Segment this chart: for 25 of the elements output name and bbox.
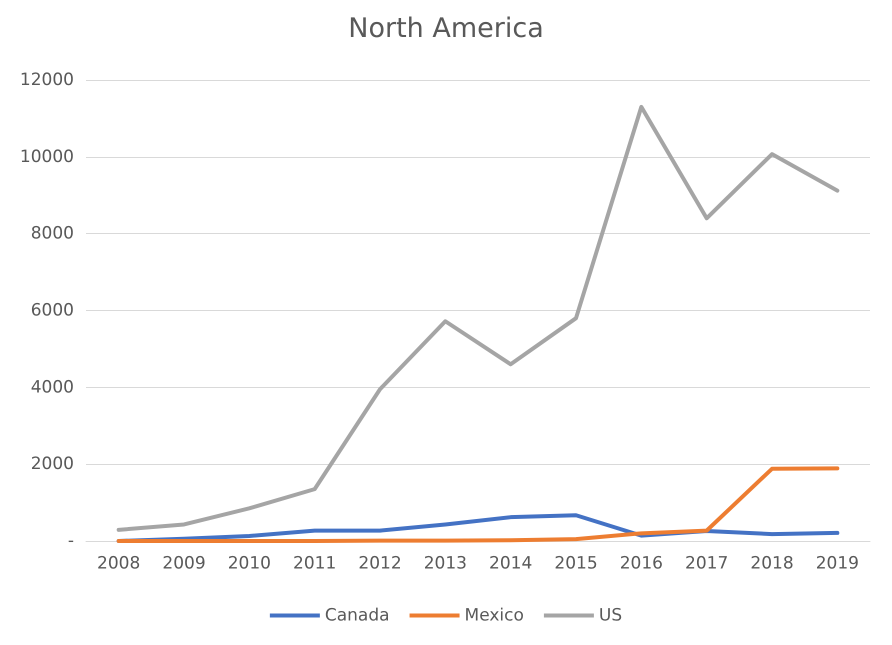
y-tick-label: 12000 [20,70,74,90]
x-tick-label: 2010 [228,554,271,574]
line-series [116,466,840,543]
x-tick-label: 2014 [489,554,532,574]
legend-label: US [598,606,622,626]
x-tick-label: 2008 [97,554,140,574]
y-tick-label: 8000 [30,224,74,244]
x-tick-label: 2009 [162,554,206,574]
x-tick-label: 2019 [816,554,859,574]
x-tick-label: 2015 [554,554,598,574]
x-tick-label: 2018 [750,554,794,574]
legend-label: Canada [324,606,390,626]
y-tick-label: 10000 [20,146,74,167]
y-tick-label: - [68,531,74,551]
x-tick-label: 2011 [293,554,336,574]
x-tick-label: 2013 [424,554,467,574]
y-tick-label: 6000 [30,300,74,320]
y-tick-label: 4000 [30,377,74,398]
x-tick-label: 2017 [685,554,728,574]
chart-title: North America [348,13,544,44]
x-tick-label: 2016 [620,554,663,574]
y-tick-label: 2000 [30,454,74,474]
line-series [116,104,840,532]
legend-label: Mexico [464,606,524,626]
x-tick-label: 2012 [358,554,402,574]
